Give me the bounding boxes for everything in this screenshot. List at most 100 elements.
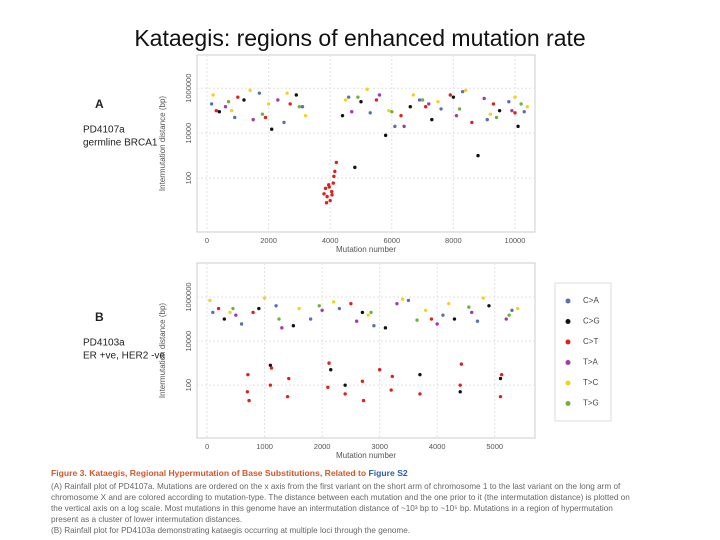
point	[334, 160, 339, 165]
point	[510, 108, 514, 113]
point	[211, 310, 215, 315]
plot-frame	[196, 262, 536, 439]
point	[222, 317, 227, 321]
point	[366, 313, 370, 317]
point	[223, 105, 228, 109]
point	[282, 120, 286, 125]
y-tick-label: 10000	[184, 123, 193, 144]
point	[513, 111, 517, 115]
point	[458, 390, 462, 394]
point	[343, 383, 347, 387]
point	[320, 308, 324, 312]
point	[360, 379, 365, 383]
legend-swatch	[565, 380, 571, 386]
point	[406, 298, 411, 303]
point	[400, 297, 405, 301]
point	[303, 113, 308, 118]
point	[481, 296, 485, 300]
point	[499, 372, 504, 377]
point	[288, 102, 292, 106]
legend-label: T>C	[583, 378, 599, 387]
point	[365, 87, 369, 91]
point	[211, 93, 215, 97]
caption-line: (B) Rainfall plot for PD4103a demonstrat…	[51, 526, 410, 535]
x-tick-label: 8000	[445, 236, 462, 245]
point	[513, 95, 517, 99]
x-tick-label: 0	[205, 236, 209, 245]
point	[383, 133, 388, 138]
point	[277, 317, 281, 321]
y-axis-label: Intermutation distance (bp)	[158, 303, 167, 398]
point	[423, 105, 428, 109]
legend-swatch	[565, 360, 571, 365]
y-tick-label: 1000000	[184, 282, 193, 311]
point	[343, 98, 348, 102]
point	[451, 95, 456, 99]
x-tick-label: 3000	[371, 442, 388, 451]
point	[372, 323, 376, 328]
point	[393, 124, 397, 129]
point	[458, 383, 462, 387]
point	[326, 385, 330, 389]
legend-swatch	[565, 339, 571, 345]
point	[331, 300, 336, 304]
point	[408, 105, 412, 109]
point	[522, 110, 526, 114]
point	[340, 113, 345, 118]
point	[356, 95, 360, 99]
point	[353, 165, 357, 170]
point	[447, 301, 451, 306]
point	[276, 98, 280, 102]
x-tick-label: 6000	[383, 236, 400, 245]
point	[337, 306, 342, 311]
x-tick-label: 0	[205, 442, 209, 451]
point	[285, 91, 289, 95]
point	[383, 326, 388, 330]
point	[229, 108, 234, 113]
point	[246, 372, 250, 377]
point	[325, 194, 329, 199]
point	[268, 363, 273, 367]
point	[504, 317, 508, 321]
y-tick-label: 100	[184, 172, 193, 185]
sample-name: PD4107a	[83, 125, 125, 136]
point	[361, 398, 366, 403]
point	[350, 110, 354, 114]
point	[214, 108, 218, 113]
point	[251, 117, 255, 122]
point	[390, 374, 395, 379]
point	[274, 304, 278, 308]
caption-line: (A) Rainfall plot of PD4107a. Mutations …	[51, 482, 621, 491]
point	[346, 95, 351, 99]
point	[360, 310, 365, 315]
sample-description: ER +ve, HER2 -ve	[83, 351, 165, 362]
point	[441, 313, 445, 317]
x-axis-label: Mutation number	[336, 245, 396, 254]
point	[435, 322, 439, 326]
point	[308, 317, 313, 321]
point	[369, 310, 373, 315]
point	[415, 318, 419, 322]
caption-heading: Figure 3. Kataegis, Regional Hypermutati…	[51, 468, 408, 478]
point	[452, 317, 457, 321]
point	[234, 313, 238, 317]
point	[317, 304, 321, 308]
point	[519, 102, 523, 106]
point	[329, 368, 333, 372]
point	[231, 306, 235, 311]
point	[297, 105, 302, 109]
point	[423, 308, 428, 312]
point	[497, 108, 502, 113]
point	[368, 111, 372, 115]
point	[245, 390, 250, 394]
point	[330, 193, 334, 197]
caption-heading-text: Figure 3. Kataegis, Regional Hypermutati…	[51, 468, 369, 478]
point	[399, 113, 403, 118]
x-tick-label: 2000	[314, 442, 331, 451]
point	[464, 88, 468, 93]
point	[377, 93, 382, 97]
point	[300, 105, 305, 109]
point	[430, 117, 434, 122]
point	[507, 100, 511, 104]
